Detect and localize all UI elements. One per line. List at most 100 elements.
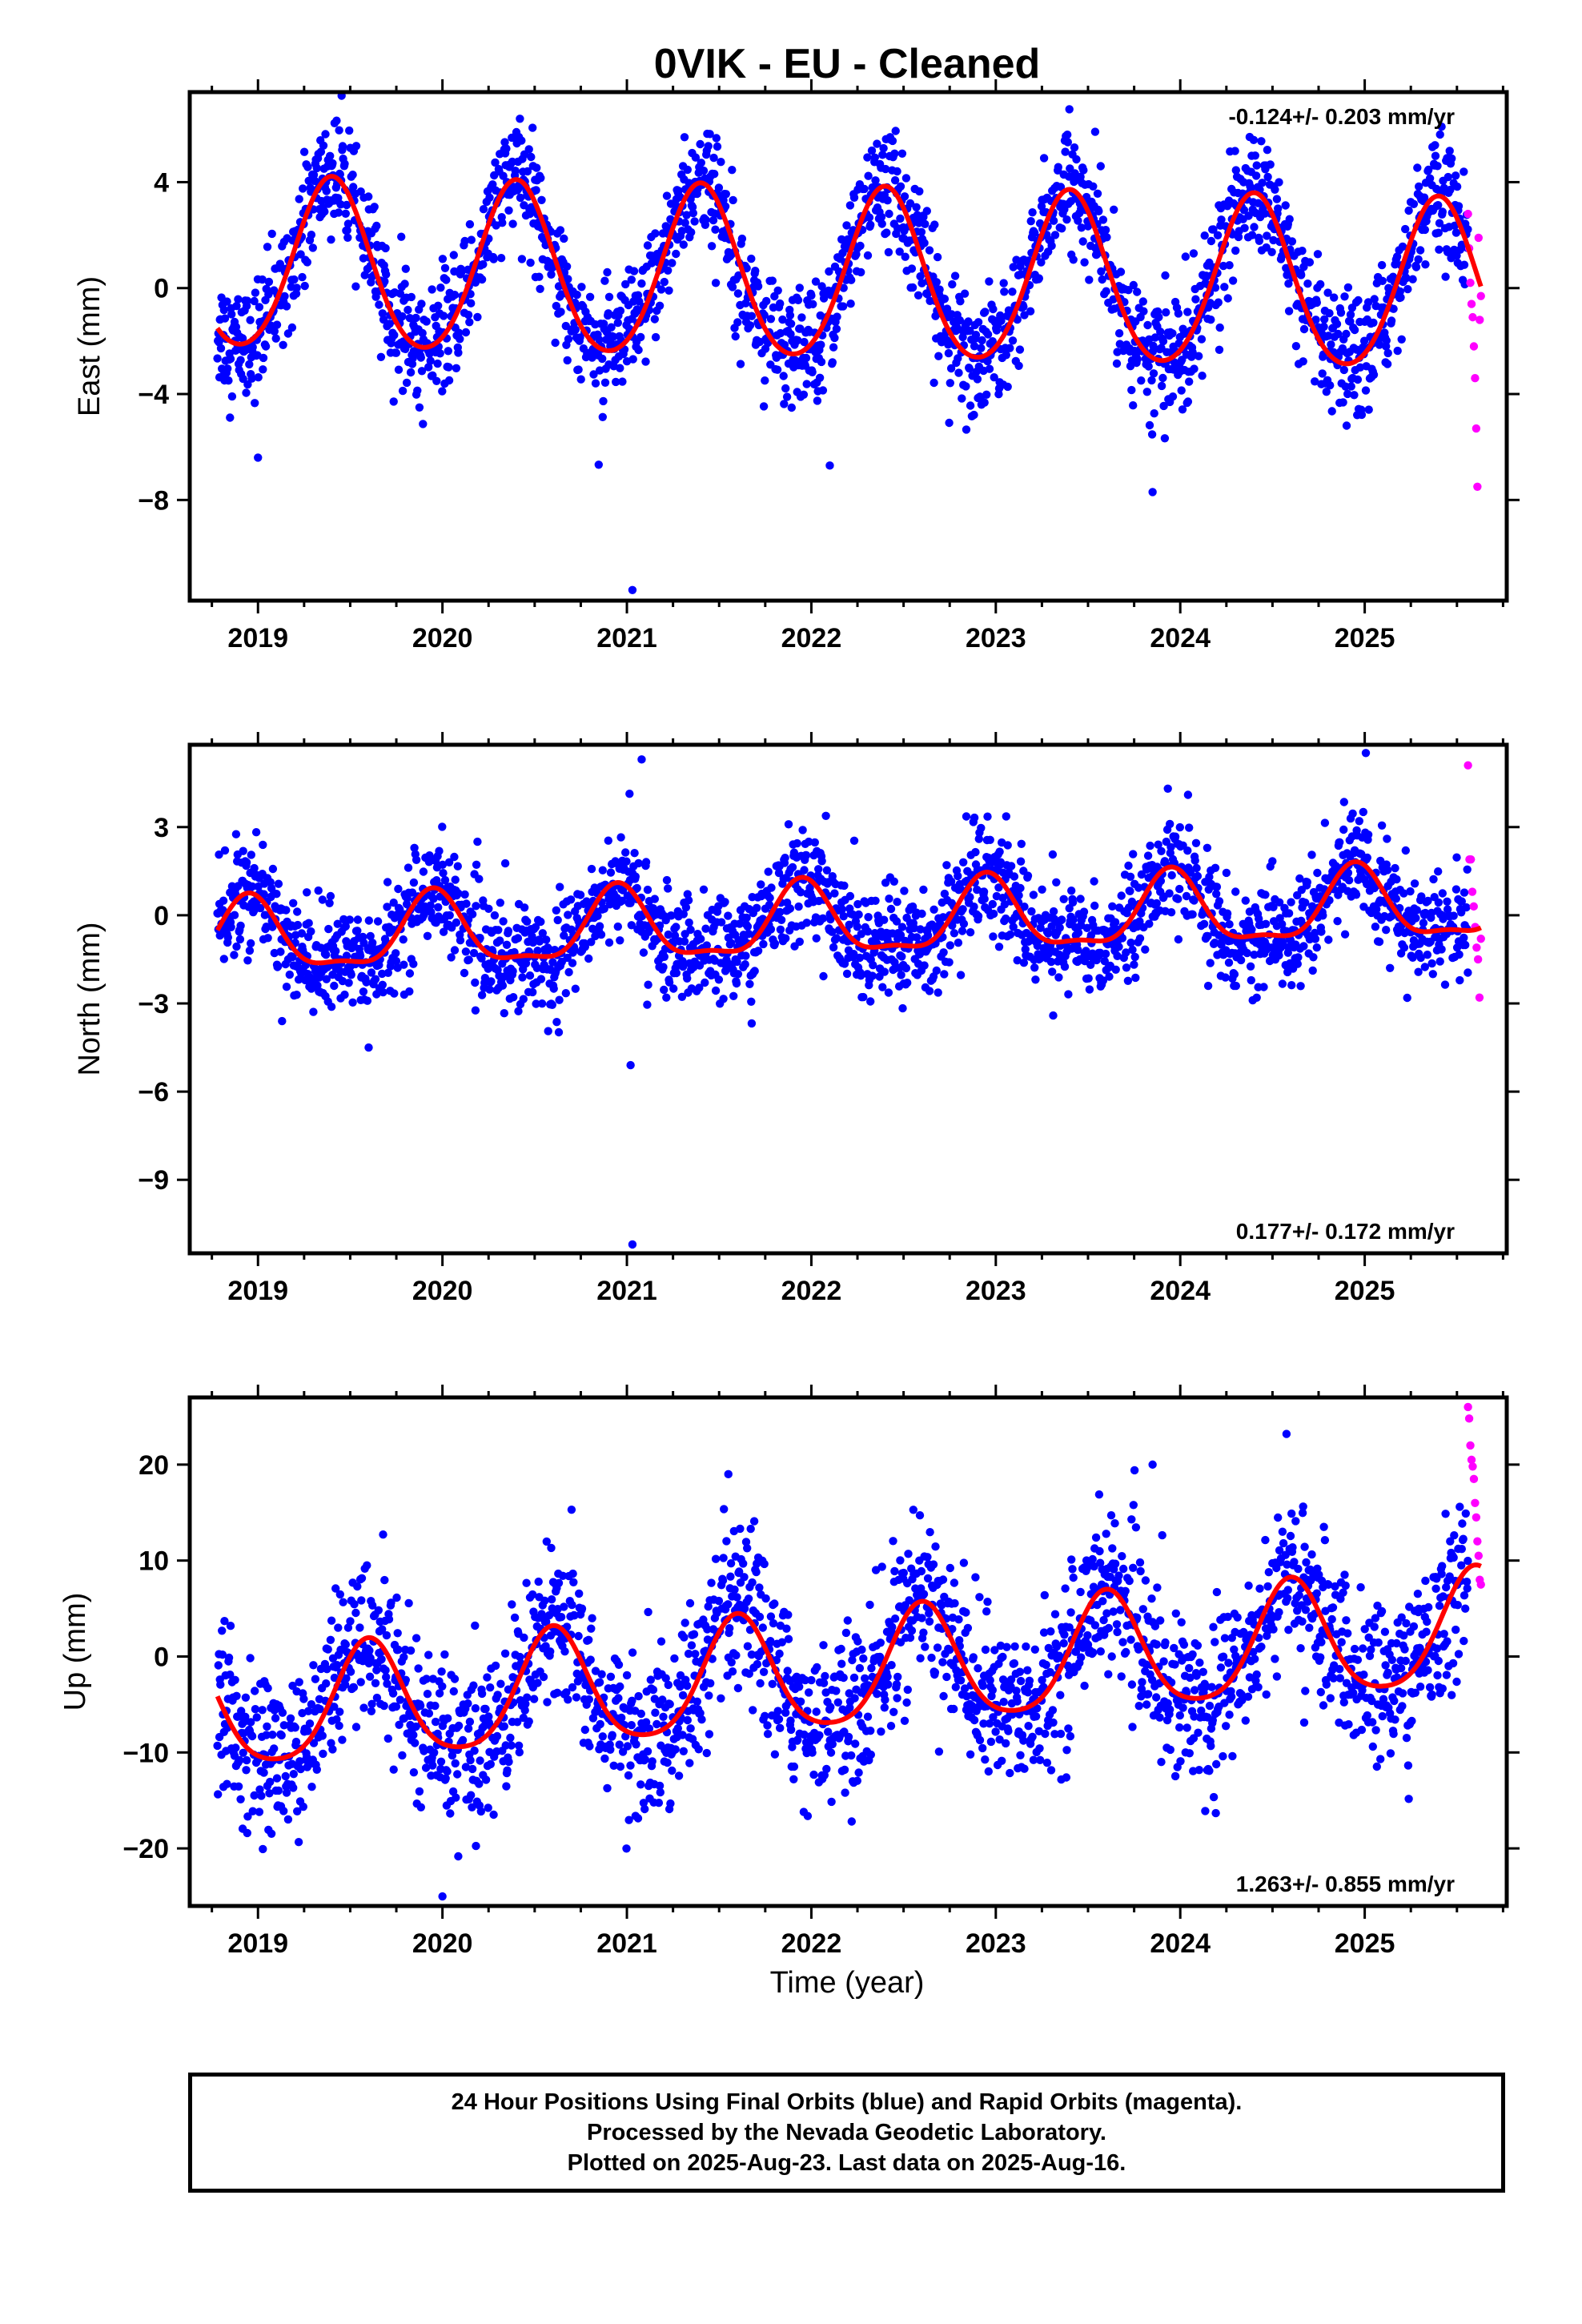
data-point [828, 927, 837, 936]
data-point [940, 295, 950, 304]
data-point [1325, 896, 1334, 905]
data-point [507, 1741, 516, 1750]
data-point [1464, 968, 1472, 977]
data-point [226, 413, 235, 422]
data-point [1447, 154, 1456, 163]
data-point [224, 376, 233, 385]
data-point [316, 147, 326, 156]
data-point [247, 850, 255, 859]
data-point [1311, 316, 1320, 324]
data-point [747, 312, 757, 320]
data-point [750, 967, 759, 975]
data-point [523, 917, 532, 927]
data-point [670, 931, 680, 940]
data-point [1225, 261, 1234, 270]
data-point [863, 153, 872, 162]
data-point [439, 312, 448, 320]
data-point [1419, 919, 1428, 927]
rapid-point [1469, 902, 1478, 911]
rapid-point [1464, 209, 1472, 219]
data-point [453, 1770, 462, 1779]
data-point [517, 136, 526, 145]
data-point [1287, 898, 1295, 907]
x-tick-label: 2022 [781, 1276, 842, 1306]
rapid-point [1467, 300, 1476, 308]
data-point [272, 1774, 282, 1783]
data-point [245, 946, 255, 955]
data-point [1392, 875, 1401, 884]
data-point [1460, 888, 1469, 897]
data-point [932, 278, 942, 287]
data-point [483, 1673, 492, 1682]
data-point [1375, 340, 1384, 349]
data-point [439, 869, 448, 878]
data-point [1297, 271, 1306, 279]
data-point [477, 275, 487, 284]
data-point [409, 878, 419, 887]
data-point [1146, 841, 1154, 850]
data-point [870, 153, 880, 162]
data-point [1158, 373, 1167, 383]
data-point [496, 1679, 505, 1688]
data-point [1455, 950, 1464, 959]
data-point [1369, 318, 1378, 328]
data-point [954, 368, 963, 377]
data-point [1247, 975, 1256, 985]
data-point [1386, 963, 1395, 973]
data-point [905, 199, 915, 208]
data-point [213, 1741, 222, 1751]
data-point [235, 1755, 244, 1765]
data-point [214, 1661, 223, 1670]
data-point [391, 956, 401, 966]
data-point [933, 252, 942, 262]
data-point [330, 1703, 339, 1711]
data-point [1312, 298, 1322, 308]
data-point [1203, 843, 1212, 853]
data-point [1225, 920, 1234, 929]
data-point [303, 163, 312, 171]
data-point [810, 838, 819, 847]
data-point [867, 146, 877, 155]
data-point [409, 1768, 419, 1777]
rapid-point [1473, 955, 1483, 964]
data-point [287, 323, 297, 332]
data-point [1021, 945, 1030, 954]
data-point [274, 962, 283, 971]
data-point [319, 1749, 327, 1759]
y-tick-label: −9 [138, 1165, 169, 1196]
data-point [1284, 279, 1293, 288]
data-point [907, 264, 917, 273]
data-point [485, 193, 494, 202]
data-point [838, 302, 848, 311]
final-orbit-points [213, 749, 1472, 1249]
data-point [1052, 878, 1061, 887]
data-point [410, 843, 419, 853]
data-point [864, 171, 873, 180]
data-point [1452, 251, 1461, 260]
data-point [1452, 171, 1460, 180]
data-point [520, 201, 528, 210]
data-point [513, 1718, 522, 1727]
data-point [1402, 274, 1411, 283]
data-point [1231, 887, 1240, 896]
data-point [604, 309, 612, 318]
data-point [1313, 250, 1323, 259]
rapid-point [1469, 342, 1479, 351]
data-point [331, 1584, 340, 1593]
data-point [805, 837, 813, 846]
data-point [627, 921, 636, 930]
data-point [782, 392, 792, 401]
data-point [248, 343, 257, 352]
data-point [1434, 867, 1443, 876]
data-point [1346, 317, 1355, 326]
data-point [372, 1666, 381, 1675]
data-point [274, 879, 283, 888]
data-point [471, 1006, 480, 1015]
data-point [1316, 279, 1325, 289]
data-point [338, 1735, 347, 1744]
data-point [503, 1766, 512, 1775]
data-point [995, 847, 1004, 856]
data-point [1420, 963, 1430, 971]
data-point [1203, 981, 1213, 991]
data-point [1452, 885, 1461, 894]
